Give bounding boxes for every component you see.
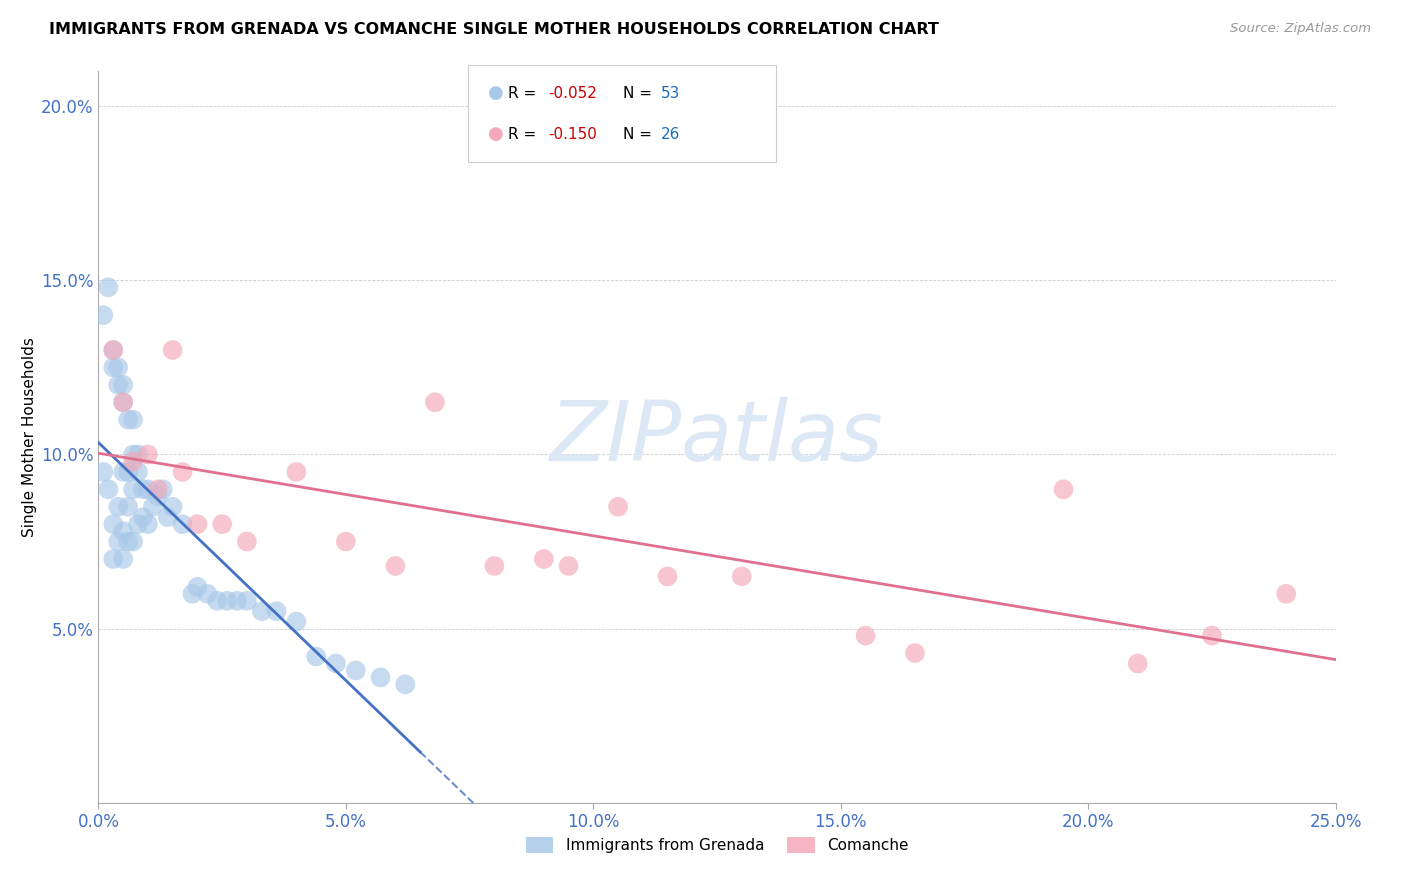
Point xyxy=(186,517,208,532)
Point xyxy=(122,448,145,462)
Text: ●: ● xyxy=(488,84,503,102)
Point xyxy=(217,594,239,608)
Point xyxy=(533,552,555,566)
Point xyxy=(112,377,135,392)
Point xyxy=(1201,629,1223,643)
Point xyxy=(107,500,129,514)
Point xyxy=(335,534,357,549)
Text: 53: 53 xyxy=(661,86,681,101)
Point xyxy=(285,615,308,629)
Point xyxy=(305,649,328,664)
Text: R =: R = xyxy=(508,86,541,101)
Point xyxy=(236,534,259,549)
Point xyxy=(112,465,135,479)
Point xyxy=(1126,657,1149,671)
Text: N =: N = xyxy=(623,127,657,142)
Point xyxy=(97,483,120,497)
Point xyxy=(107,534,129,549)
Point xyxy=(266,604,288,618)
Point xyxy=(205,594,228,608)
Point xyxy=(657,569,679,583)
Point xyxy=(127,448,149,462)
Point xyxy=(93,308,115,322)
Point xyxy=(117,534,139,549)
Point xyxy=(152,483,174,497)
Point xyxy=(370,670,392,684)
Point xyxy=(122,483,145,497)
Point xyxy=(1052,483,1074,497)
Point xyxy=(93,465,115,479)
Point xyxy=(103,343,125,357)
Point xyxy=(344,664,367,678)
Point xyxy=(181,587,204,601)
Text: IMMIGRANTS FROM GRENADA VS COMANCHE SINGLE MOTHER HOUSEHOLDS CORRELATION CHART: IMMIGRANTS FROM GRENADA VS COMANCHE SING… xyxy=(49,22,939,37)
Point xyxy=(103,343,125,357)
Point xyxy=(112,395,135,409)
Point xyxy=(211,517,233,532)
Text: ●: ● xyxy=(488,126,503,144)
Point xyxy=(607,500,630,514)
Point xyxy=(117,412,139,426)
Point xyxy=(384,558,406,573)
Text: ZIPatlas: ZIPatlas xyxy=(550,397,884,477)
Point xyxy=(112,524,135,538)
Point xyxy=(103,517,125,532)
Point xyxy=(132,483,155,497)
Point xyxy=(103,552,125,566)
Point xyxy=(186,580,208,594)
Point xyxy=(423,395,446,409)
Text: R =: R = xyxy=(508,127,541,142)
Point xyxy=(122,534,145,549)
Point xyxy=(136,483,159,497)
Point xyxy=(136,517,159,532)
Text: -0.150: -0.150 xyxy=(548,127,598,142)
Text: Source: ZipAtlas.com: Source: ZipAtlas.com xyxy=(1230,22,1371,36)
Legend: Immigrants from Grenada, Comanche: Immigrants from Grenada, Comanche xyxy=(519,830,915,861)
Point xyxy=(127,517,149,532)
Point xyxy=(394,677,416,691)
Point xyxy=(103,360,125,375)
Point xyxy=(156,510,179,524)
Point xyxy=(162,500,184,514)
Text: N =: N = xyxy=(623,86,657,101)
Point xyxy=(855,629,877,643)
Point xyxy=(136,448,159,462)
Point xyxy=(195,587,218,601)
Point xyxy=(107,377,129,392)
Point xyxy=(112,395,135,409)
Point xyxy=(172,465,194,479)
Point xyxy=(127,465,149,479)
Point xyxy=(226,594,249,608)
Point xyxy=(142,500,165,514)
Point xyxy=(132,510,155,524)
Point xyxy=(484,558,506,573)
Point xyxy=(122,412,145,426)
Point xyxy=(122,454,145,468)
Point xyxy=(117,500,139,514)
Point xyxy=(1275,587,1298,601)
Point xyxy=(325,657,347,671)
Point xyxy=(162,343,184,357)
Point xyxy=(172,517,194,532)
Point xyxy=(107,360,129,375)
Text: 26: 26 xyxy=(661,127,681,142)
Point xyxy=(146,489,169,503)
Point xyxy=(97,280,120,294)
Point xyxy=(112,552,135,566)
Text: -0.052: -0.052 xyxy=(548,86,598,101)
Point xyxy=(731,569,754,583)
Point xyxy=(117,465,139,479)
Point xyxy=(904,646,927,660)
Point xyxy=(146,483,169,497)
Point xyxy=(557,558,579,573)
Y-axis label: Single Mother Households: Single Mother Households xyxy=(22,337,38,537)
Point xyxy=(285,465,308,479)
Point xyxy=(250,604,273,618)
Point xyxy=(236,594,259,608)
